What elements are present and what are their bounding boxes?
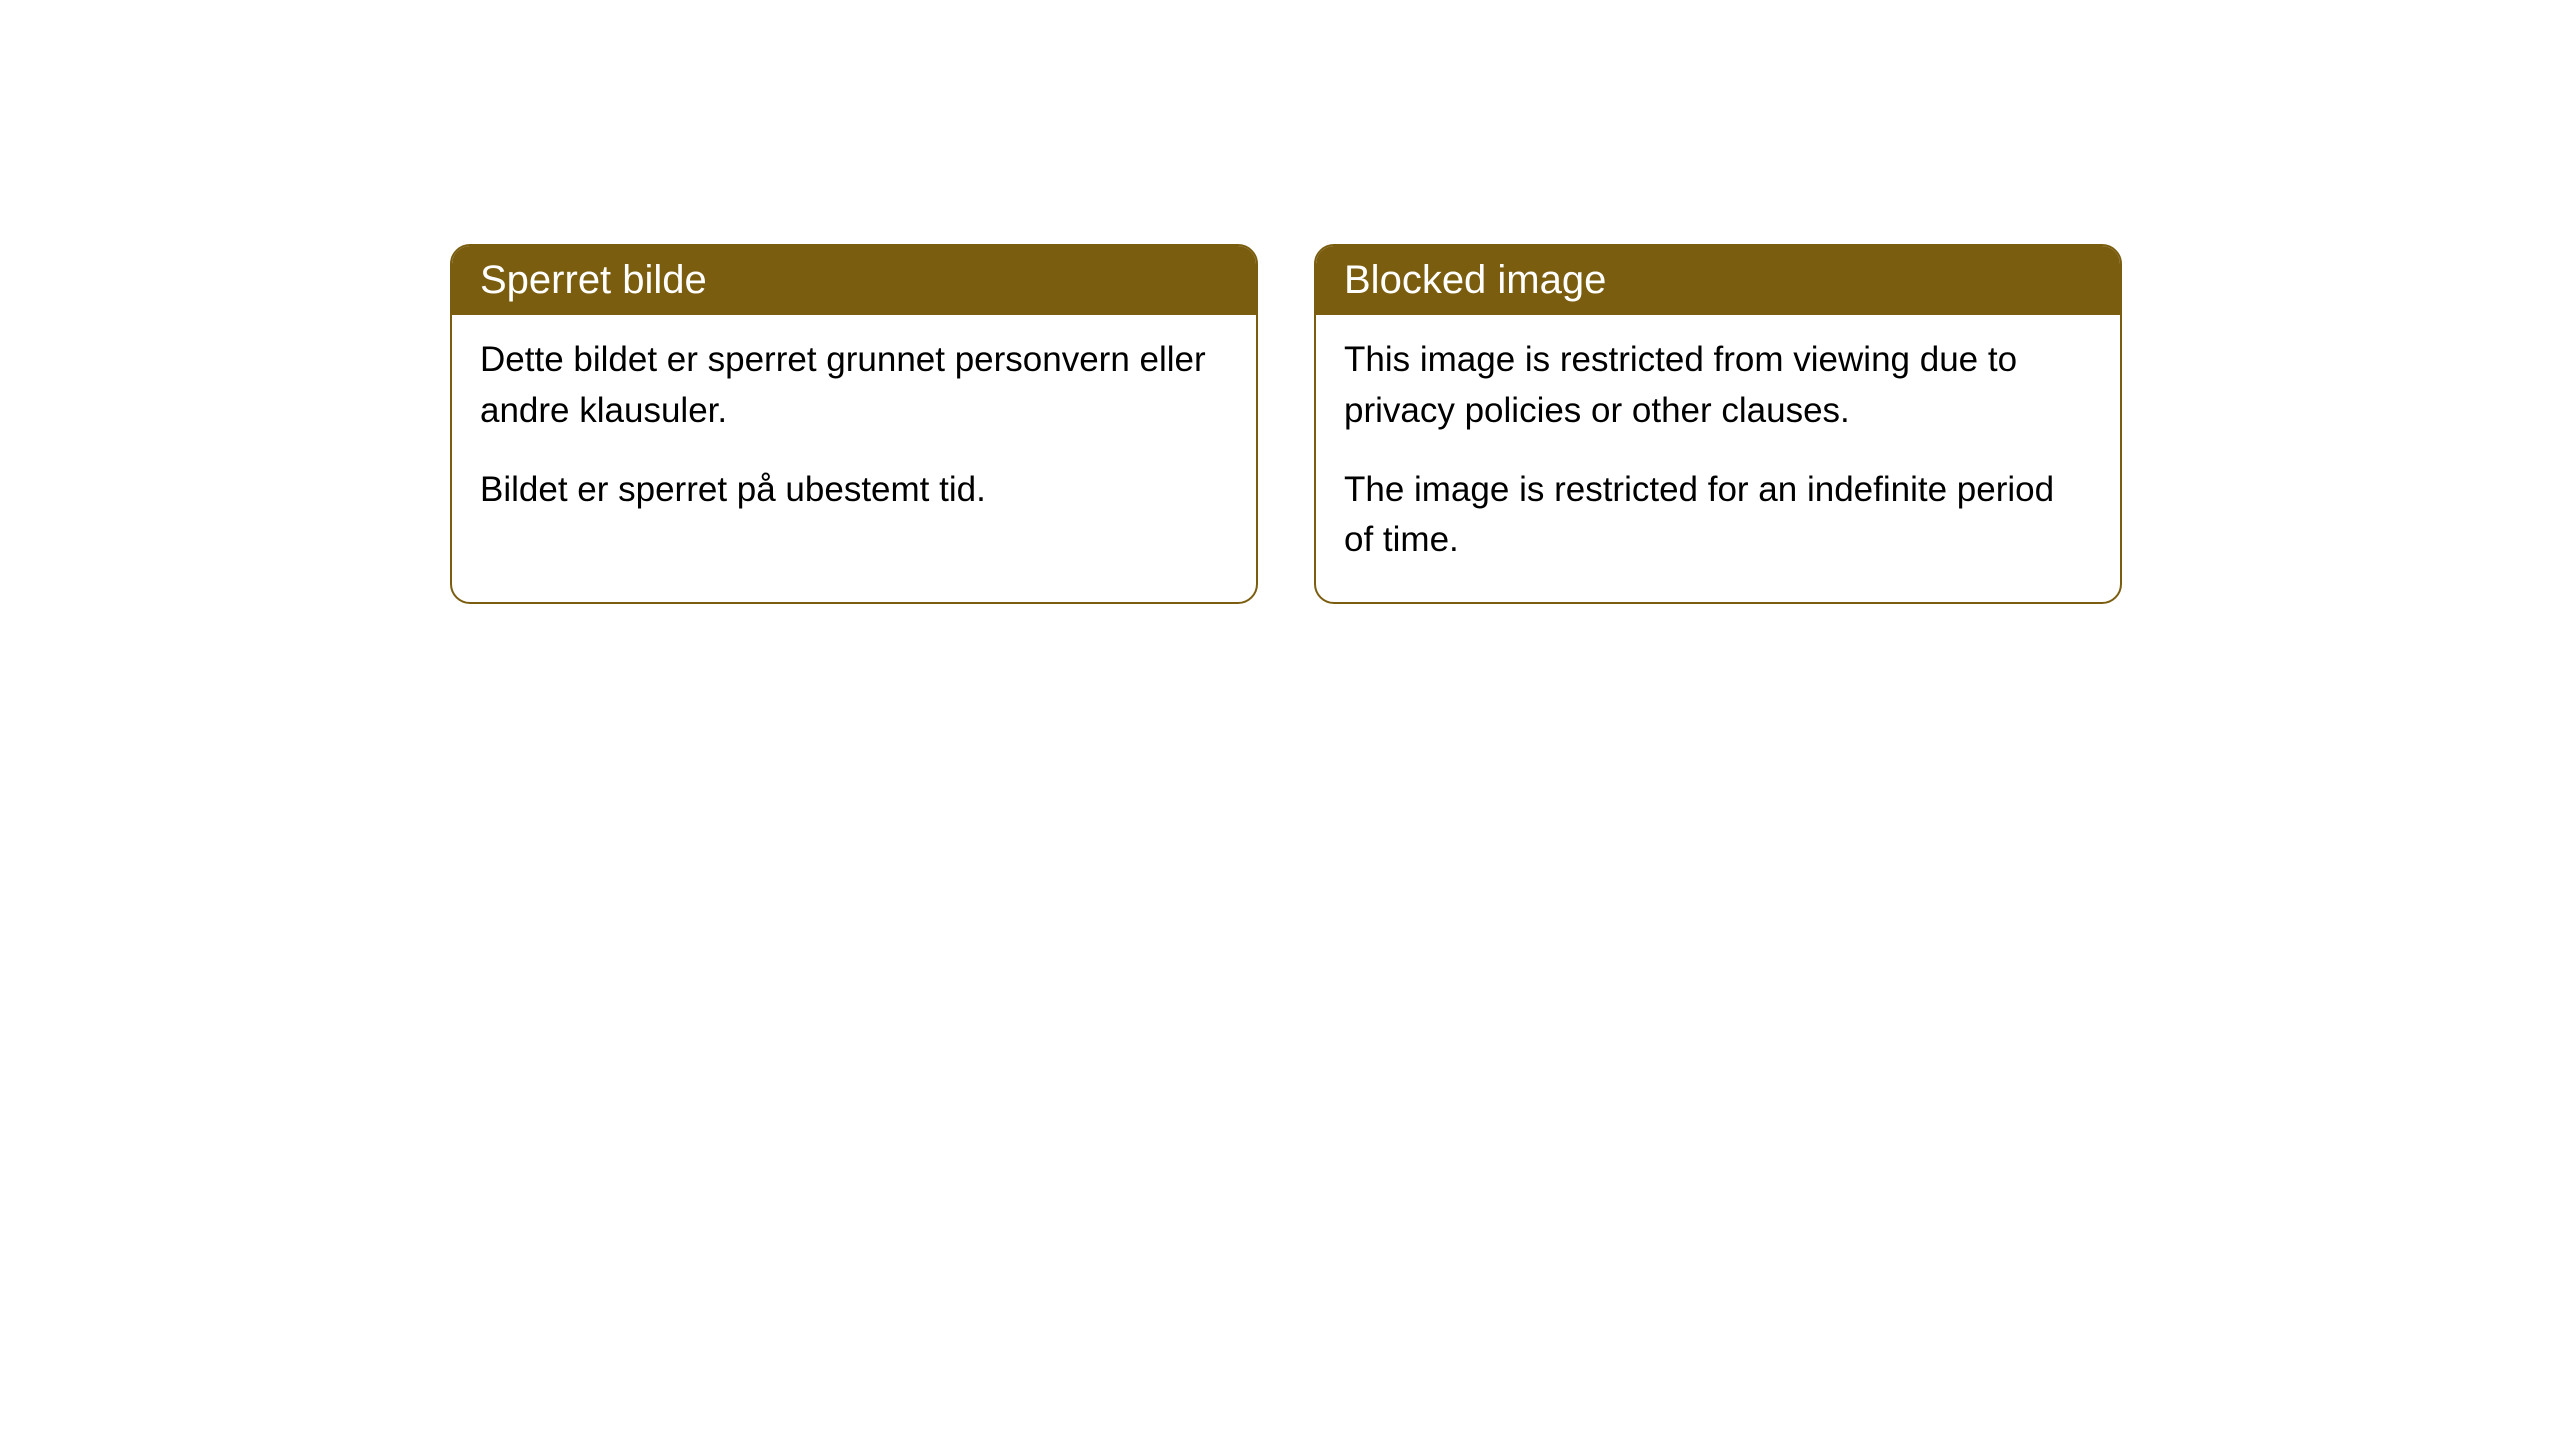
card-body: Dette bildet er sperret grunnet personve… [452,315,1256,551]
blocked-image-card-norwegian: Sperret bilde Dette bildet er sperret gr… [450,244,1258,604]
card-paragraph-1: This image is restricted from viewing du… [1344,335,2092,437]
card-title: Blocked image [1344,258,1606,302]
card-body: This image is restricted from viewing du… [1316,315,2120,602]
card-title: Sperret bilde [480,258,707,302]
card-paragraph-2: Bildet er sperret på ubestemt tid. [480,465,1228,516]
blocked-image-card-english: Blocked image This image is restricted f… [1314,244,2122,604]
cards-container: Sperret bilde Dette bildet er sperret gr… [0,0,2560,604]
card-header: Sperret bilde [452,246,1256,315]
card-header: Blocked image [1316,246,2120,315]
card-paragraph-1: Dette bildet er sperret grunnet personve… [480,335,1228,437]
card-paragraph-2: The image is restricted for an indefinit… [1344,465,2092,567]
